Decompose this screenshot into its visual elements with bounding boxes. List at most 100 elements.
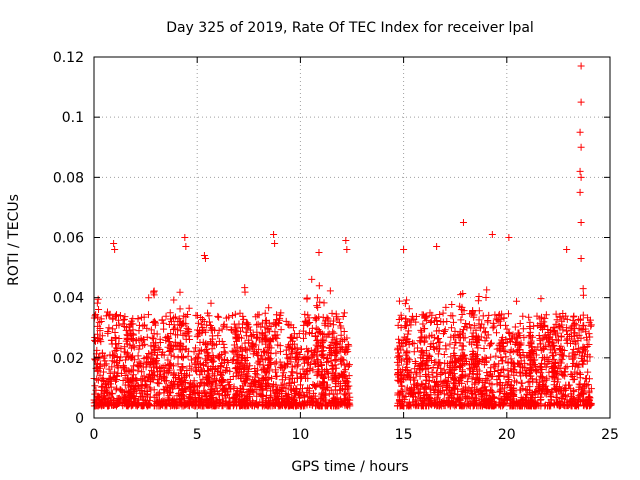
roti-point bbox=[95, 318, 103, 326]
roti-point bbox=[443, 317, 451, 325]
roti-point bbox=[467, 387, 475, 395]
roti-point bbox=[513, 398, 521, 406]
roti-point bbox=[472, 397, 480, 405]
roti-point bbox=[394, 370, 402, 378]
roti-point bbox=[495, 394, 503, 402]
roti-point bbox=[582, 328, 590, 336]
roti-point bbox=[102, 381, 110, 389]
roti-point bbox=[419, 397, 427, 405]
roti-point bbox=[500, 347, 508, 355]
roti-point bbox=[204, 309, 212, 317]
roti-point bbox=[101, 392, 109, 400]
roti-point bbox=[463, 358, 471, 366]
roti-point bbox=[197, 313, 205, 321]
roti-point bbox=[519, 349, 527, 357]
roti-point bbox=[125, 378, 133, 386]
roti-point bbox=[111, 246, 119, 254]
roti-point bbox=[230, 341, 238, 349]
roti-point bbox=[314, 339, 322, 347]
roti-point bbox=[497, 369, 505, 377]
roti-point bbox=[487, 353, 495, 361]
roti-point bbox=[135, 321, 143, 329]
roti-point bbox=[262, 316, 270, 324]
roti-point bbox=[331, 352, 339, 360]
roti-point bbox=[266, 338, 274, 346]
roti-point bbox=[394, 321, 402, 329]
roti-point bbox=[571, 320, 579, 328]
y-tick-label: 0.12 bbox=[53, 50, 84, 66]
roti-point bbox=[257, 391, 265, 399]
roti-point bbox=[317, 362, 325, 370]
roti-point bbox=[304, 359, 312, 367]
roti-point bbox=[319, 313, 327, 321]
roti-point bbox=[488, 387, 496, 395]
roti-point bbox=[579, 343, 587, 351]
roti-point bbox=[312, 315, 320, 323]
roti-point bbox=[494, 316, 502, 324]
roti-point bbox=[569, 337, 577, 345]
roti-point bbox=[108, 390, 116, 398]
roti-point bbox=[289, 385, 297, 393]
roti-point bbox=[315, 282, 323, 290]
roti-point bbox=[318, 330, 326, 338]
roti-point bbox=[239, 382, 247, 390]
roti-point bbox=[271, 395, 279, 403]
roti-point bbox=[548, 387, 556, 395]
roti-point bbox=[233, 324, 241, 332]
roti-point bbox=[497, 315, 505, 323]
roti-point bbox=[553, 329, 561, 337]
roti-point bbox=[102, 360, 110, 368]
roti-point bbox=[215, 399, 223, 407]
roti-point bbox=[170, 370, 178, 378]
roti-point bbox=[340, 309, 348, 317]
roti-point bbox=[402, 315, 410, 323]
roti-point bbox=[585, 330, 593, 338]
roti-point bbox=[326, 287, 334, 295]
roti-point bbox=[396, 352, 404, 360]
y-tick-label: 0.02 bbox=[53, 351, 84, 367]
roti-point bbox=[200, 317, 208, 325]
roti-point bbox=[246, 390, 254, 398]
roti-point bbox=[184, 352, 192, 360]
roti-point bbox=[153, 399, 161, 407]
roti-point bbox=[119, 362, 127, 370]
roti-point bbox=[93, 365, 101, 373]
roti-point bbox=[526, 397, 534, 405]
roti-point bbox=[292, 402, 300, 410]
roti-point bbox=[319, 397, 327, 405]
roti-point bbox=[129, 342, 137, 350]
roti-point bbox=[236, 368, 244, 376]
roti-point bbox=[492, 329, 500, 337]
roti-point bbox=[236, 402, 244, 410]
roti-point bbox=[577, 255, 585, 263]
roti-point bbox=[282, 362, 290, 370]
roti-point bbox=[106, 369, 114, 377]
roti-point bbox=[240, 377, 248, 385]
roti-point bbox=[154, 390, 162, 398]
roti-point bbox=[142, 359, 150, 367]
roti-point bbox=[297, 345, 305, 353]
roti-point bbox=[526, 318, 534, 326]
roti-point bbox=[557, 333, 565, 341]
roti-point bbox=[548, 367, 556, 375]
roti-point bbox=[507, 389, 515, 397]
roti-point bbox=[246, 382, 254, 390]
roti-point bbox=[502, 393, 510, 401]
roti-point bbox=[469, 308, 477, 316]
y-axis-label: ROTI / TECUs bbox=[6, 194, 22, 286]
roti-point bbox=[169, 400, 177, 408]
roti-point bbox=[264, 380, 272, 388]
roti-point bbox=[475, 293, 483, 301]
roti-point bbox=[496, 372, 504, 380]
x-tick-label: 5 bbox=[193, 427, 202, 443]
roti-point bbox=[489, 372, 497, 380]
roti-point bbox=[561, 393, 569, 401]
roti-point bbox=[552, 310, 560, 318]
roti-point bbox=[273, 334, 281, 342]
roti-point bbox=[194, 319, 202, 327]
roti-point bbox=[506, 383, 514, 391]
roti-point bbox=[278, 376, 286, 384]
roti-point bbox=[176, 305, 184, 313]
roti-point bbox=[239, 353, 247, 361]
y-tick-label: 0.08 bbox=[53, 170, 84, 186]
